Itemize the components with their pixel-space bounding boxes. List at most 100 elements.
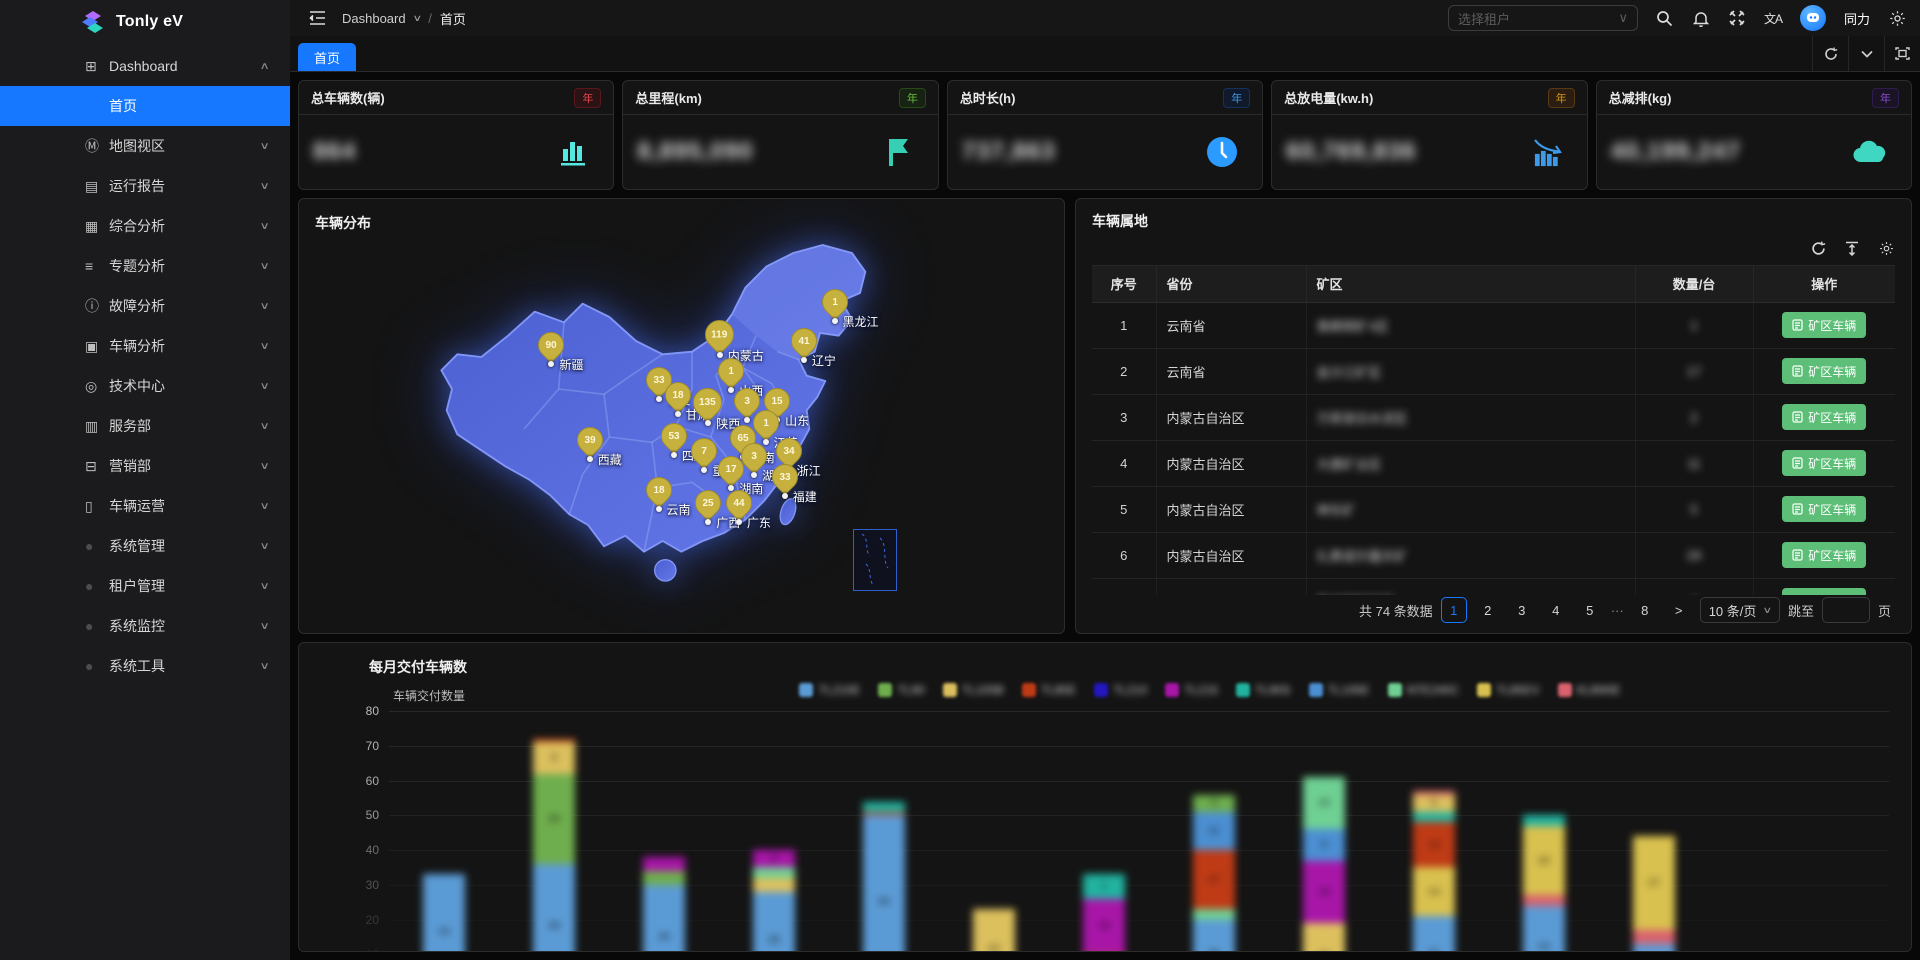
page-button-···[interactable]: ··· bbox=[1610, 602, 1624, 618]
kpi-card-3: 总时长(h) 年 737,863 bbox=[946, 80, 1264, 190]
sidebar-item-系统工具[interactable]: ● 系统工具 ∨ bbox=[0, 646, 290, 686]
tenant-select[interactable]: 选择租户 ∨ bbox=[1447, 5, 1638, 31]
kpi-period-badge[interactable]: 年 bbox=[574, 87, 602, 108]
segment-value: 9 bbox=[1320, 838, 1328, 851]
stacked-bar-3[interactable]: 30 bbox=[643, 857, 685, 951]
chevron-down-icon[interactable] bbox=[1848, 36, 1884, 71]
stacked-bar-6[interactable]: 23 bbox=[973, 909, 1015, 951]
cell-count: 4 bbox=[1635, 578, 1754, 595]
notification-bell-icon[interactable] bbox=[1692, 9, 1710, 27]
sidebar-item-营销部[interactable]: ⊟ 营销部 ∨ bbox=[0, 446, 290, 486]
legend-item-3[interactable]: TL85E bbox=[1021, 683, 1076, 697]
user-name[interactable]: 同力 bbox=[1843, 11, 1870, 27]
refresh-icon[interactable] bbox=[1812, 36, 1848, 71]
gridline bbox=[389, 815, 1889, 817]
page-button-2[interactable]: 2 bbox=[1484, 602, 1492, 618]
sidebar-item-技术中心[interactable]: ◎ 技术中心 ∨ bbox=[0, 366, 290, 406]
sidebar-item-车辆分析[interactable]: ▣ 车辆分析 ∨ bbox=[0, 326, 290, 366]
page-size-select[interactable]: 10 条/页 ∨ bbox=[1699, 597, 1780, 623]
mine-vehicles-button[interactable]: 矿区车辆 bbox=[1782, 312, 1867, 338]
page-button-8[interactable]: 8 bbox=[1641, 602, 1649, 618]
stacked-bar-12[interactable]: 27 13 bbox=[1633, 836, 1675, 951]
jump-page-input[interactable] bbox=[1821, 597, 1870, 623]
page-button-4[interactable]: 4 bbox=[1552, 602, 1560, 618]
avatar[interactable] bbox=[1799, 5, 1826, 31]
stacked-bar-9[interactable]: 15 9 18 19 bbox=[1303, 777, 1345, 951]
settings-gear-icon[interactable] bbox=[1888, 9, 1906, 27]
mine-vehicles-button[interactable]: 矿区车辆 bbox=[1782, 496, 1867, 522]
page-unit-label: 页 bbox=[1877, 603, 1891, 619]
legend-label: TL85EV bbox=[1496, 683, 1540, 697]
kpi-period-badge[interactable]: 年 bbox=[898, 87, 926, 108]
page-button-3[interactable]: 3 bbox=[1518, 602, 1526, 618]
column-height-icon[interactable] bbox=[1843, 239, 1861, 257]
page-button-5[interactable]: 5 bbox=[1586, 602, 1594, 618]
stacked-bar-2[interactable]: 9 26 36 bbox=[533, 739, 575, 951]
mine-vehicles-button[interactable]: 矿区车辆 bbox=[1782, 404, 1867, 430]
china-map[interactable] bbox=[359, 229, 1009, 629]
bar-segment: 27 bbox=[1633, 836, 1675, 930]
bar-segment: 19 bbox=[1303, 923, 1345, 951]
kpi-period-badge[interactable]: 年 bbox=[1547, 87, 1575, 108]
stacked-bar-5[interactable]: 50 bbox=[863, 801, 905, 951]
sidebar-item-运行报告[interactable]: ▤ 运行报告 ∨ bbox=[0, 166, 290, 206]
stacked-bar-4[interactable]: 5 28 bbox=[753, 850, 795, 951]
sidebar-item-服务部[interactable]: ▥ 服务部 ∨ bbox=[0, 406, 290, 446]
legend-item-7[interactable]: TL105E bbox=[1308, 683, 1370, 697]
sidebar-item-Dashboard[interactable]: ⊞ Dashboard ∧ bbox=[0, 46, 290, 86]
legend-item-8[interactable]: NTE240C bbox=[1387, 683, 1459, 697]
stacked-bar-10[interactable]: 5 13 14 21 bbox=[1413, 791, 1455, 951]
settings-gear-icon[interactable] bbox=[1877, 239, 1895, 257]
maximize-frame-icon[interactable] bbox=[1884, 36, 1920, 71]
legend-item-0[interactable]: TL210E bbox=[799, 683, 860, 697]
next-page-button[interactable]: > bbox=[1674, 602, 1683, 618]
legend-item-4[interactable]: TL210 bbox=[1094, 683, 1147, 697]
sidebar-item-专题分析[interactable]: ≡ 专题分析 ∨ bbox=[0, 246, 290, 286]
sidebar-item-车辆运营[interactable]: ▯ 车辆运营 ∨ bbox=[0, 486, 290, 526]
segment-value: 14 bbox=[1427, 885, 1441, 898]
kpi-period-badge[interactable]: 年 bbox=[1872, 87, 1900, 108]
breadcrumb-root[interactable]: Dashboard bbox=[342, 10, 406, 26]
pin-value: 25 bbox=[702, 497, 714, 509]
table-panel-title: 车辆属地 bbox=[1092, 213, 1148, 229]
pin-value: 18 bbox=[652, 484, 665, 496]
table-row: 5 内蒙古自治区 神东矿 5 矿区车辆 bbox=[1092, 486, 1895, 533]
y-tick-label: 50 bbox=[365, 808, 379, 823]
mine-vehicles-button[interactable]: 矿区车辆 bbox=[1782, 358, 1867, 384]
legend-item-1[interactable]: TL90 bbox=[878, 683, 925, 697]
mine-vehicles-button[interactable]: 矿区车辆 bbox=[1782, 450, 1867, 476]
legend-item-9[interactable]: TL85EV bbox=[1477, 683, 1540, 697]
sidebar-item-地图视区[interactable]: Ⓜ 地图视区 ∨ bbox=[0, 126, 290, 166]
legend-item-10[interactable]: KLB90E bbox=[1557, 683, 1621, 697]
segment-value: 33 bbox=[437, 925, 451, 938]
sidebar-item-综合分析[interactable]: ▦ 综合分析 ∨ bbox=[0, 206, 290, 246]
legend-item-6[interactable]: TL90S bbox=[1236, 683, 1291, 697]
search-icon[interactable] bbox=[1656, 9, 1674, 27]
stacked-bar-8[interactable]: 5 11 17 20 bbox=[1193, 794, 1235, 951]
sidebar-item-故障分析[interactable]: ⓘ 故障分析 ∨ bbox=[0, 286, 290, 326]
sidebar-item-系统监控[interactable]: ● 系统监控 ∨ bbox=[0, 606, 290, 646]
fullscreen-icon[interactable] bbox=[1728, 9, 1746, 27]
segment-value: 36 bbox=[547, 920, 561, 933]
bar-segment bbox=[643, 857, 685, 871]
sidebar-subitem-首页[interactable]: 首页 bbox=[0, 86, 290, 126]
kpi-card-4: 总放电量(kw.h) 年 60,769,836 bbox=[1271, 80, 1588, 190]
language-icon[interactable]: 文A bbox=[1763, 11, 1783, 26]
sidebar-item-系统管理[interactable]: ● 系统管理 ∨ bbox=[0, 526, 290, 566]
cell-index: 4 bbox=[1092, 440, 1157, 487]
sidebar-item-租户管理[interactable]: ● 租户管理 ∨ bbox=[0, 566, 290, 606]
mine-vehicles-button[interactable]: 矿区车辆 bbox=[1782, 542, 1867, 568]
page-button-1[interactable]: 1 bbox=[1440, 597, 1467, 623]
legend-item-5[interactable]: TL215 bbox=[1165, 683, 1218, 697]
stacked-bar-11[interactable]: 20 24 bbox=[1523, 815, 1565, 951]
chevron-down-icon: ∨ bbox=[259, 620, 270, 632]
pin-value: 34 bbox=[783, 445, 795, 457]
stacked-bar-1[interactable]: 33 bbox=[423, 874, 465, 951]
kpi-period-badge[interactable]: 年 bbox=[1223, 87, 1251, 108]
collapse-sidebar-icon[interactable] bbox=[308, 9, 326, 27]
tab-home[interactable]: 首页 bbox=[298, 43, 357, 71]
mine-vehicles-button[interactable]: 矿区车辆 bbox=[1782, 588, 1867, 595]
refresh-icon[interactable] bbox=[1809, 239, 1827, 257]
legend-item-2[interactable]: TL105B bbox=[942, 683, 1004, 697]
stacked-bar-7[interactable]: 71610 bbox=[1083, 874, 1125, 951]
